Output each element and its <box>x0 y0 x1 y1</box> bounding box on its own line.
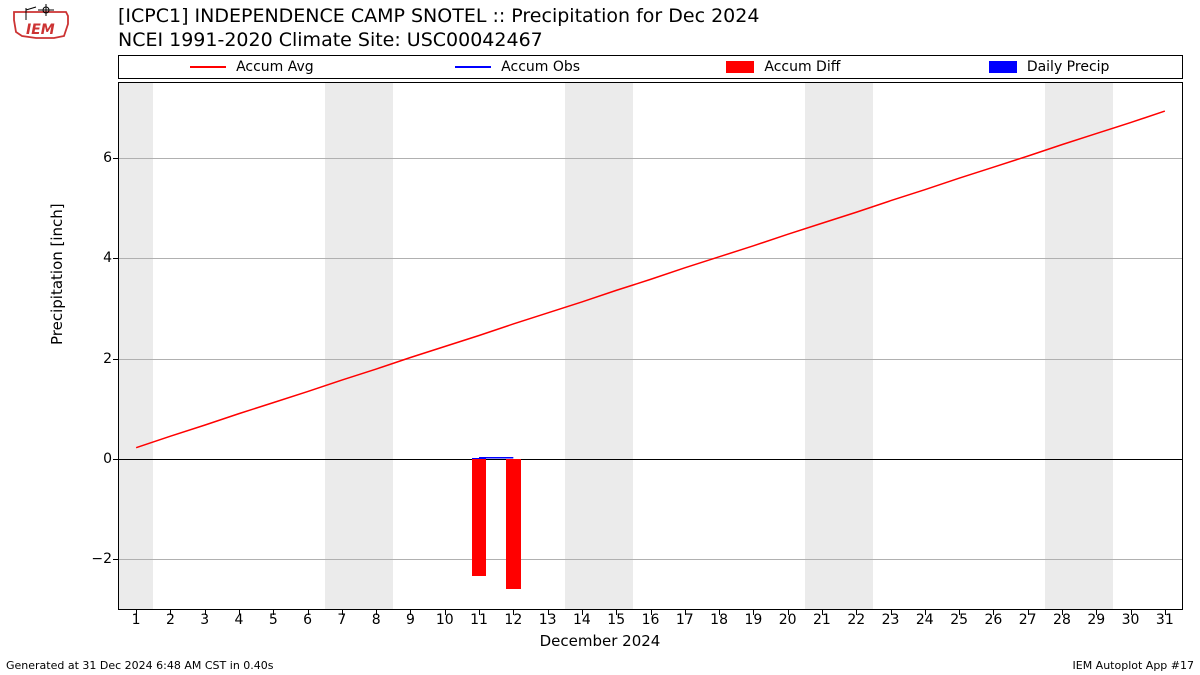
title-line-2: NCEI 1991-2020 Climate Site: USC00042467 <box>118 29 759 53</box>
iem-logo: IEM <box>6 2 76 44</box>
y-tick-label: 2 <box>72 351 112 367</box>
y-tick-mark <box>113 359 118 360</box>
y-tick-label: 4 <box>72 250 112 266</box>
x-tick-label: 6 <box>303 612 312 628</box>
x-tick-label: 27 <box>1019 612 1037 628</box>
legend-item: Accum Obs <box>385 59 651 75</box>
x-axis-label-text: December 2024 <box>540 632 661 650</box>
plot-area <box>118 82 1183 610</box>
x-tick-label: 17 <box>676 612 694 628</box>
x-tick-label: 22 <box>847 612 865 628</box>
legend-swatch <box>989 61 1017 73</box>
x-tick-label: 10 <box>436 612 454 628</box>
x-tick-label: 20 <box>779 612 797 628</box>
title-line-1: [ICPC1] INDEPENDENCE CAMP SNOTEL :: Prec… <box>118 5 759 29</box>
y-tick-mark <box>113 158 118 159</box>
x-tick-label: 16 <box>642 612 660 628</box>
x-tick-label: 21 <box>813 612 831 628</box>
legend-swatch <box>190 66 226 68</box>
legend-label: Accum Diff <box>764 59 840 75</box>
svg-text:IEM: IEM <box>26 22 55 38</box>
legend-item: Daily Precip <box>916 59 1182 75</box>
x-tick-label: 8 <box>372 612 381 628</box>
footer-app: IEM Autoplot App #17 <box>1073 659 1195 672</box>
page-root: IEM [ICPC1] INDEPENDENCE CAMP SNOTEL :: … <box>0 0 1200 675</box>
x-tick-label: 30 <box>1122 612 1140 628</box>
x-tick-label: 2 <box>166 612 175 628</box>
x-tick-label: 4 <box>235 612 244 628</box>
footer-generated: Generated at 31 Dec 2024 6:48 AM CST in … <box>6 659 274 672</box>
y-axis-label: Precipitation [inch] <box>48 203 66 345</box>
legend: Accum Avg Accum Obs Accum Diff Daily Precip <box>118 55 1183 79</box>
x-tick-label: 3 <box>200 612 209 628</box>
legend-swatch <box>726 61 754 73</box>
y-tick-mark <box>113 459 118 460</box>
chart-title: [ICPC1] INDEPENDENCE CAMP SNOTEL :: Prec… <box>118 5 759 53</box>
x-tick-label: 9 <box>406 612 415 628</box>
x-tick-label: 13 <box>539 612 557 628</box>
x-tick-label: 28 <box>1053 612 1071 628</box>
x-tick-label: 26 <box>984 612 1002 628</box>
legend-item: Accum Diff <box>651 59 917 75</box>
series-line <box>136 111 1165 448</box>
x-tick-label: 1 <box>132 612 141 628</box>
x-tick-label: 12 <box>504 612 522 628</box>
x-axis-label: December 2024 <box>0 632 1200 650</box>
x-tick-label: 19 <box>744 612 762 628</box>
legend-label: Accum Avg <box>236 59 314 75</box>
line-overlay <box>119 83 1182 609</box>
y-tick-label: −2 <box>72 551 112 567</box>
x-tick-label: 7 <box>337 612 346 628</box>
x-tick-label: 5 <box>269 612 278 628</box>
x-tick-label: 18 <box>710 612 728 628</box>
x-tick-label: 23 <box>882 612 900 628</box>
x-tick-label: 31 <box>1156 612 1174 628</box>
legend-swatch <box>455 66 491 68</box>
y-tick-mark <box>113 258 118 259</box>
x-tick-label: 24 <box>916 612 934 628</box>
x-tick-label: 14 <box>573 612 591 628</box>
x-tick-label: 15 <box>607 612 625 628</box>
y-tick-label: 6 <box>72 150 112 166</box>
legend-label: Accum Obs <box>501 59 580 75</box>
x-tick-label: 29 <box>1087 612 1105 628</box>
x-tick-label: 11 <box>470 612 488 628</box>
legend-item: Accum Avg <box>119 59 385 75</box>
y-tick-mark <box>113 559 118 560</box>
y-tick-label: 0 <box>72 451 112 467</box>
legend-label: Daily Precip <box>1027 59 1110 75</box>
x-tick-label: 25 <box>950 612 968 628</box>
